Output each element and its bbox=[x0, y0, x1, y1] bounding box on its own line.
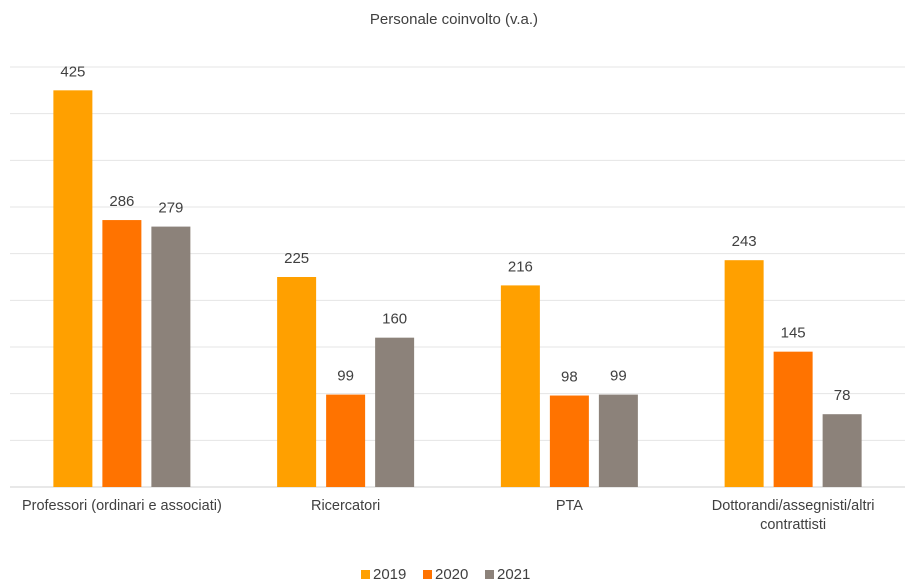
data-label: 160 bbox=[382, 311, 407, 328]
data-label: 78 bbox=[834, 387, 851, 404]
bar bbox=[724, 260, 764, 487]
bar bbox=[549, 395, 589, 487]
data-label: 99 bbox=[337, 368, 354, 385]
bar bbox=[326, 394, 366, 487]
legend-swatch bbox=[361, 570, 370, 579]
bar bbox=[277, 277, 317, 487]
bar bbox=[822, 414, 862, 487]
data-label: 243 bbox=[732, 233, 757, 250]
bar bbox=[53, 90, 93, 487]
data-label: 225 bbox=[284, 250, 309, 267]
bar bbox=[375, 337, 415, 487]
bar bbox=[773, 351, 813, 487]
legend-label: 2021 bbox=[497, 566, 530, 583]
x-tick-label: Dottorandi/assegnisti/altri contrattisti bbox=[711, 498, 875, 533]
bar bbox=[151, 226, 191, 487]
x-tick-label: Professori (ordinari e associati) bbox=[21, 498, 222, 514]
legend-swatch bbox=[423, 570, 432, 579]
data-label: 286 bbox=[109, 193, 134, 210]
bar bbox=[598, 394, 638, 487]
data-label: 216 bbox=[508, 258, 533, 275]
legend-swatch bbox=[485, 570, 494, 579]
data-label: 425 bbox=[60, 63, 85, 80]
data-label: 98 bbox=[561, 369, 578, 386]
legend-label: 2020 bbox=[435, 566, 468, 583]
bar bbox=[500, 285, 540, 487]
x-tick-label: PTA bbox=[555, 498, 583, 514]
data-label: 279 bbox=[158, 200, 183, 217]
x-tick-label: Ricercatori bbox=[310, 498, 381, 514]
data-label: 145 bbox=[781, 325, 806, 342]
chart-title: Personale coinvolto (v.a.) bbox=[370, 11, 538, 28]
legend-label: 2019 bbox=[373, 566, 406, 583]
data-label: 99 bbox=[610, 368, 627, 385]
bar bbox=[102, 220, 142, 488]
